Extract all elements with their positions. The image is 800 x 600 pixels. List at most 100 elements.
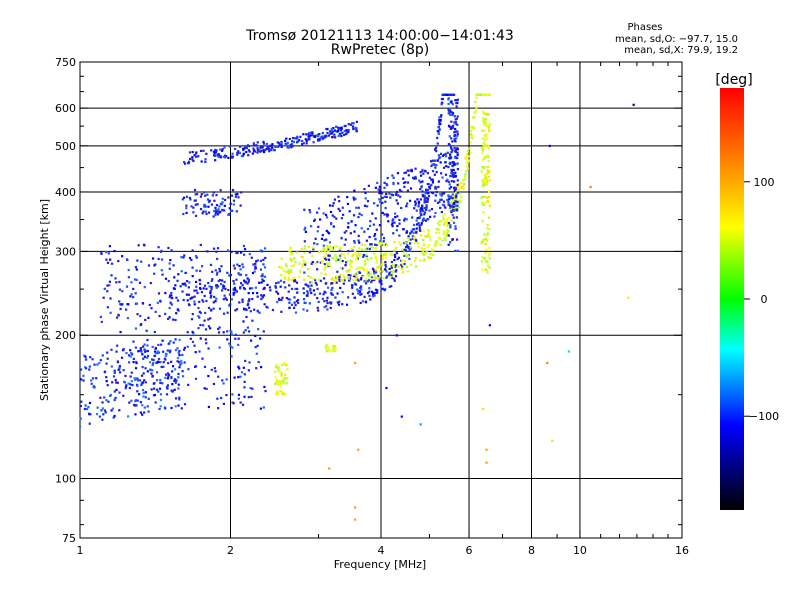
data-point [359, 286, 362, 289]
data-point [415, 227, 418, 230]
data-point [486, 179, 489, 182]
data-point [366, 199, 370, 203]
data-point [191, 274, 194, 278]
data-point [394, 270, 397, 273]
data-point [421, 205, 424, 208]
data-point [106, 306, 109, 309]
data-point [313, 293, 316, 296]
data-point [221, 279, 224, 282]
data-point [402, 177, 405, 180]
data-point [364, 278, 368, 281]
data-point [284, 393, 287, 396]
data-point [248, 361, 251, 364]
data-point [195, 155, 198, 158]
data-point [369, 272, 372, 275]
data-point [435, 149, 438, 153]
data-point [190, 318, 194, 321]
data-point [380, 288, 383, 291]
data-point [210, 287, 213, 291]
data-point [237, 376, 240, 379]
data-point [397, 265, 401, 268]
data-point [443, 213, 446, 216]
data-point [419, 208, 422, 211]
data-point [428, 176, 431, 179]
data-point [211, 270, 214, 273]
data-point [158, 314, 161, 318]
data-point [254, 346, 257, 349]
data-point [360, 292, 363, 296]
data-point [364, 191, 367, 195]
data-point [287, 269, 290, 272]
data-point [238, 301, 241, 304]
data-point [228, 207, 231, 210]
data-point [144, 367, 147, 370]
data-point [450, 101, 453, 104]
data-point [155, 378, 159, 382]
data-point [256, 295, 259, 298]
data-point [377, 188, 380, 191]
data-point [110, 348, 113, 351]
data-point [308, 251, 311, 254]
data-point [283, 139, 287, 142]
data-point [310, 281, 313, 284]
data-point [349, 123, 352, 126]
data-point [262, 406, 265, 409]
data-point [171, 370, 174, 373]
data-point [330, 127, 333, 131]
data-point [175, 296, 178, 299]
data-point [186, 331, 189, 334]
data-point [166, 349, 169, 352]
data-point [205, 342, 208, 345]
data-point [347, 130, 350, 133]
data-point [166, 377, 170, 380]
data-point [183, 361, 186, 364]
data-point [154, 401, 157, 404]
data-point [319, 136, 322, 139]
data-point [339, 286, 342, 290]
data-point [384, 265, 388, 268]
data-point [221, 197, 224, 200]
data-point [227, 288, 230, 292]
data-point [280, 372, 283, 375]
data-point [186, 345, 189, 348]
data-point [244, 281, 247, 284]
data-point [307, 131, 311, 135]
data-point [271, 146, 274, 149]
data-point [209, 263, 213, 267]
data-point [355, 129, 358, 132]
data-point [231, 155, 234, 158]
data-point [350, 260, 354, 263]
data-point [111, 407, 115, 410]
data-point [216, 213, 219, 216]
data-point [372, 292, 375, 295]
data-point [242, 244, 246, 248]
data-point [332, 248, 335, 252]
data-point [206, 250, 209, 253]
data-point [451, 193, 454, 196]
data-point [192, 211, 195, 214]
data-point [234, 288, 237, 292]
data-point [441, 192, 444, 195]
data-point [279, 390, 282, 393]
data-point [455, 190, 458, 193]
data-point [455, 99, 458, 102]
data-point [303, 208, 306, 211]
data-point [182, 256, 185, 259]
data-point [446, 232, 449, 235]
data-point [362, 255, 365, 258]
data-point [138, 281, 142, 284]
data-point [439, 118, 442, 122]
data-point [445, 218, 449, 221]
data-point [487, 145, 490, 148]
data-point [199, 207, 203, 211]
data-point [446, 151, 449, 154]
data-point [431, 181, 434, 184]
data-point [105, 362, 108, 365]
data-point [288, 137, 291, 141]
data-point [454, 198, 457, 201]
data-point [340, 217, 344, 220]
data-point [357, 252, 360, 256]
data-point [348, 268, 351, 271]
data-point [237, 196, 240, 199]
data-point [256, 291, 259, 295]
